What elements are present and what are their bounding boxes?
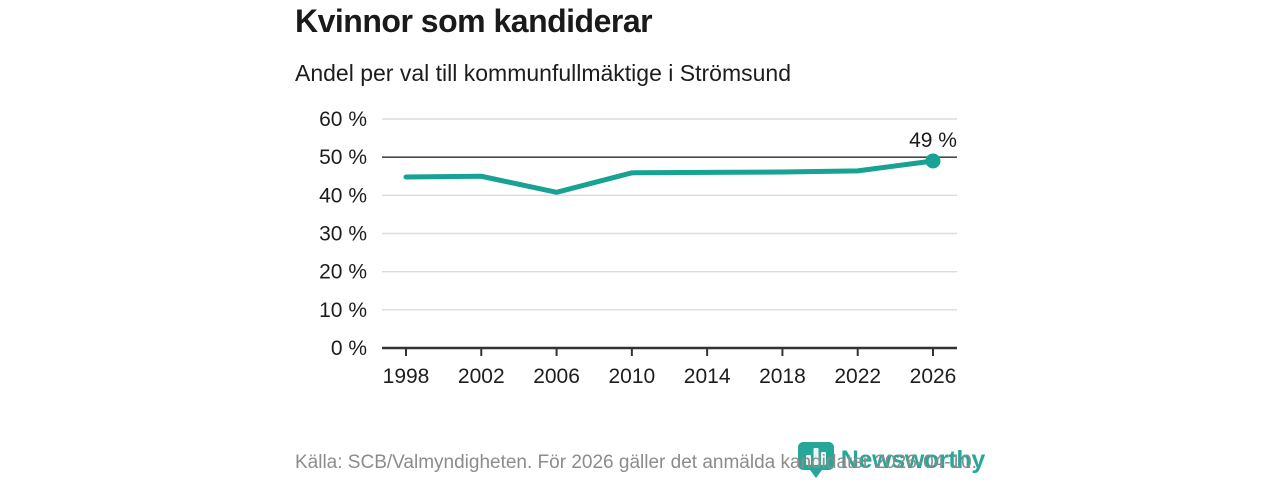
y-tick-label: 50 % [319, 146, 367, 169]
chart-title: Kvinnor som kandiderar [295, 3, 653, 39]
bar-2 [813, 448, 819, 465]
newsworthy-badge-icon [797, 442, 834, 478]
chart-area: 0 % 10 % 20 % 30 % 40 % 50 % 60 % 1998 2002 2006 2… [295, 105, 985, 397]
chart-subtitle: Andel per val till kommunfullmäktige i S… [295, 60, 791, 86]
y-tick-label: 10 % [319, 299, 367, 322]
latest-value-label: 49 % [909, 129, 957, 152]
newsworthy-logo[interactable]: Newsworthy [796, 441, 985, 479]
y-tick-label: 0 % [331, 337, 367, 360]
x-tick-label: 2026 [910, 365, 957, 388]
y-tick-label: 20 % [319, 261, 367, 284]
content-column: Kvinnor som kandiderar Andel per val til… [295, 0, 985, 480]
newsworthy-brand-text: Newsworthy [840, 445, 986, 474]
y-tick-label: 30 % [319, 223, 367, 246]
x-tick-label: 2022 [834, 365, 881, 388]
y-tick-label: 60 % [319, 108, 367, 131]
y-tick-label: 40 % [319, 184, 367, 207]
bar-3 [820, 452, 826, 465]
x-tick-label: 2014 [684, 365, 731, 388]
source-note: Källa: SCB/Valmyndigheten. För 2026 gäll… [295, 452, 977, 473]
x-tick-label: 2018 [759, 365, 806, 388]
data-line [403, 158, 936, 195]
data-point-latest [925, 153, 941, 169]
x-tick-label: 2010 [608, 365, 655, 388]
x-tick-label: 1998 [383, 365, 430, 388]
bar-1 [805, 455, 811, 465]
line-chart: 0 % 10 % 20 % 30 % 40 % 50 % 60 % 1998 2002 2006 2… [319, 108, 957, 388]
x-tick-label: 2006 [533, 365, 580, 388]
x-tick-label: 2002 [458, 365, 505, 388]
